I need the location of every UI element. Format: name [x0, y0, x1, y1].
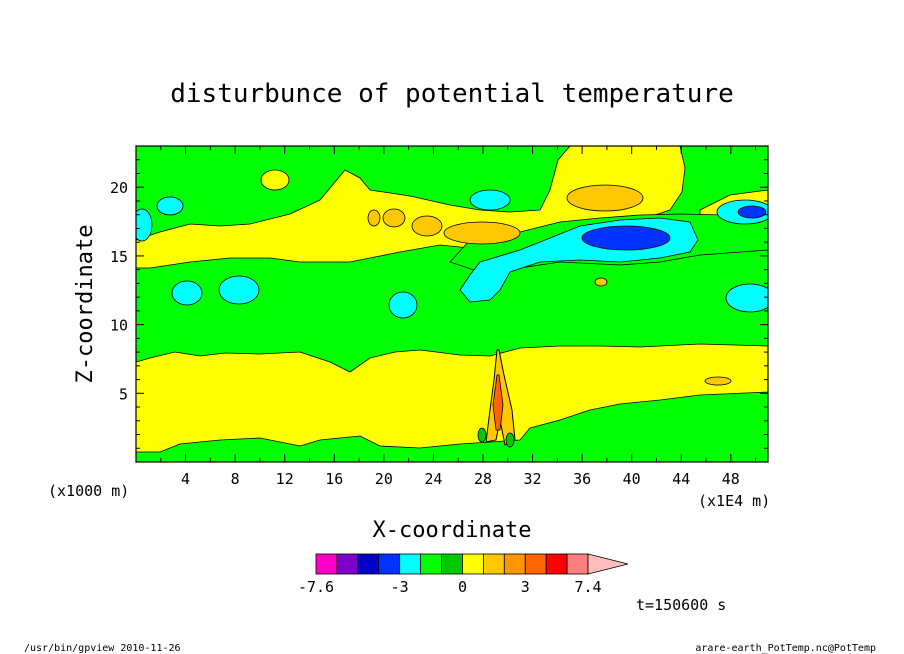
- y-tick-label: 15: [110, 248, 128, 266]
- x-axis: 4 8 12 16 20 24 28 32 36 40 44 48: [160, 146, 757, 488]
- x-tick-label: 24: [424, 470, 442, 488]
- region-cyan-7: [725, 283, 768, 313]
- region-blue-core-2: [737, 205, 767, 219]
- colorbar-cell: [315, 553, 338, 575]
- time-label: t=150600 s: [636, 596, 726, 614]
- plume-base-left: [477, 427, 487, 443]
- chart-title: disturbunce of potential temperature: [170, 79, 734, 109]
- x-axis-title: X-coordinate: [373, 518, 532, 543]
- region-blue-core-1: [581, 225, 671, 251]
- colorbar-tick-label: 7.4: [574, 578, 601, 596]
- y-tick-label: 10: [110, 317, 128, 335]
- x-tick-label: 36: [573, 470, 591, 488]
- plume-base-right: [505, 432, 515, 448]
- colorbar-cell: [545, 553, 568, 575]
- plot-frame: [135, 145, 769, 463]
- plot-area: [136, 146, 768, 462]
- footer-right: arare-earth_PotTemp.nc@PotTemp: [695, 643, 876, 654]
- colorbar-cell: [566, 553, 589, 575]
- region-yellow-blob: [260, 169, 290, 191]
- colorbar-extend-arrow: [587, 553, 629, 575]
- colorbar-tick-label: -7.6: [298, 578, 334, 596]
- colorbar: [315, 553, 629, 575]
- region-cyan-9: [136, 208, 153, 242]
- region-orange-core-5: [367, 209, 381, 227]
- x-tick-label: 12: [276, 470, 294, 488]
- colorbar-tick-label: 3: [521, 578, 530, 596]
- y-axis: 5 10 15 20: [110, 159, 768, 449]
- region-yellow-lower-layer: [136, 343, 768, 453]
- x-tick-label: 28: [474, 470, 492, 488]
- x-unit-left: (x1000 m): [48, 482, 129, 500]
- colorbar-cell: [462, 553, 484, 575]
- x-tick-label: 48: [722, 470, 740, 488]
- plume-core: [492, 374, 504, 431]
- colorbar-tick-labels: -7.6 -3 0 3 7.4: [298, 578, 602, 596]
- region-orange-core-6: [704, 376, 732, 386]
- x-tick-label: 8: [231, 470, 240, 488]
- x-tick-label: 20: [375, 470, 393, 488]
- colorbar-cell: [503, 553, 526, 575]
- region-cyan-6: [469, 189, 511, 211]
- region-orange-core-4: [382, 208, 406, 228]
- x-tick-label: 4: [181, 470, 190, 488]
- colorbar-cell: [399, 553, 422, 575]
- region-cyan-2: [218, 275, 260, 305]
- x-tick-label: 32: [524, 470, 542, 488]
- region-orange-core-3: [411, 215, 443, 237]
- y-tick-label: 20: [110, 179, 128, 197]
- region-orange-core-1: [566, 184, 644, 212]
- region-cyan-3: [171, 280, 203, 306]
- colorbar-cell: [336, 553, 359, 575]
- colorbar-cell: [378, 553, 401, 575]
- region-cyan-5: [388, 291, 418, 319]
- y-tick-label: 5: [119, 385, 128, 403]
- colorbar-cell: [524, 553, 547, 575]
- region-yellow-upper-band: [136, 146, 686, 269]
- colorbar-cell: [420, 553, 442, 575]
- footer-left: /usr/bin/gpview 2010-11-26: [24, 643, 181, 654]
- colorbar-cell: [441, 553, 463, 575]
- x-tick-label: 16: [325, 470, 343, 488]
- x-unit-right: (x1E4 m): [698, 492, 770, 510]
- region-orange-core-7: [594, 277, 608, 287]
- x-tick-label: 40: [623, 470, 641, 488]
- colorbar-cell: [357, 553, 380, 575]
- region-cyan-4: [156, 196, 184, 216]
- region-orange-core-2: [443, 221, 521, 245]
- x-tick-label: 44: [672, 470, 690, 488]
- colorbar-tick-label: -3: [391, 578, 409, 596]
- colorbar-cell: [482, 553, 505, 575]
- colorbar-tick-label: 0: [458, 578, 467, 596]
- y-axis-title: Z-coordinate: [73, 225, 98, 384]
